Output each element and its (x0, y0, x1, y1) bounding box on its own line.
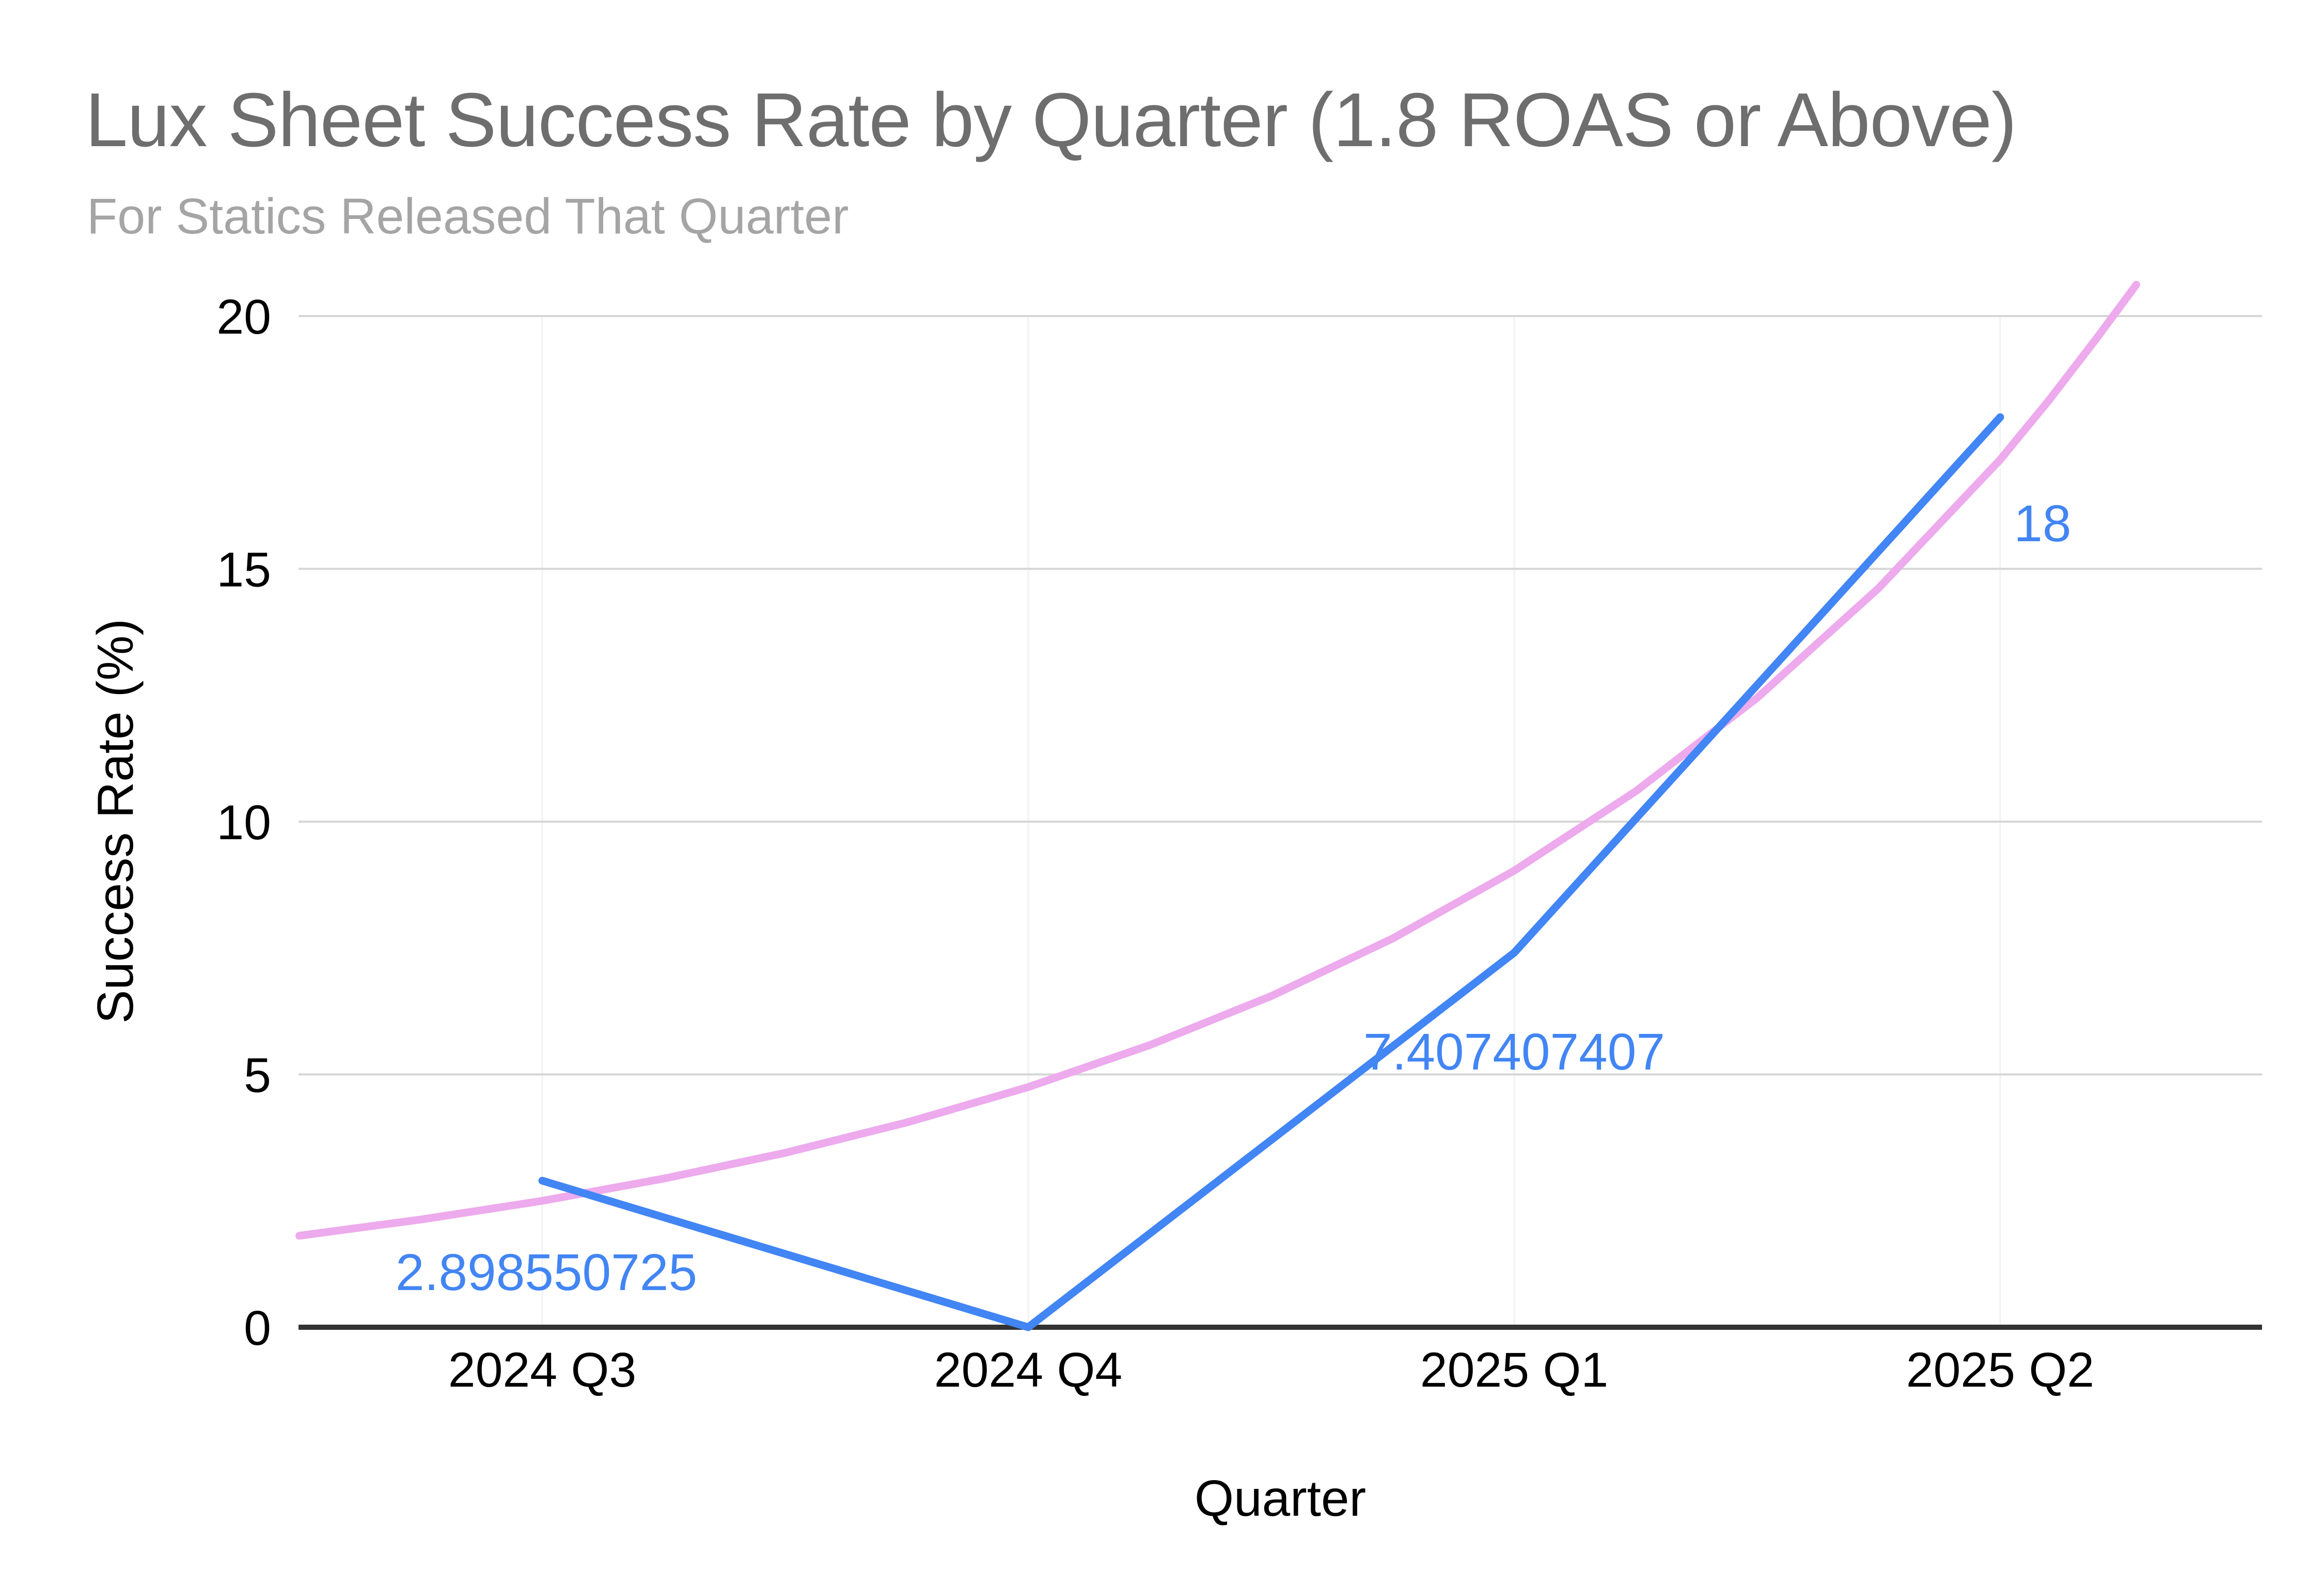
y-tick-label: 10 (216, 795, 271, 850)
trendline-series (295, 280, 2140, 1240)
success-rate-series (538, 413, 2004, 1331)
series-data-labels: 2.898550725 7.407407407 18 (396, 495, 2071, 1301)
y-axis-tick-labels: 0 5 10 15 20 (216, 290, 271, 1356)
x-tick-label: 2024 Q3 (448, 1343, 636, 1397)
y-tick-label: 20 (216, 290, 271, 344)
data-point-label: 18 (2014, 495, 2071, 553)
chart-title: Lux Sheet Success Rate by Quarter (1.8 R… (85, 77, 2016, 163)
y-tick-label: 15 (216, 543, 271, 598)
data-point-label: 2.898550725 (396, 1244, 697, 1301)
x-axis-title: Quarter (1195, 1470, 1366, 1527)
x-tick-label: 2025 Q2 (1906, 1343, 2094, 1397)
data-point-label: 7.407407407 (1363, 1023, 1665, 1081)
y-axis-title: Success Rate (%) (87, 619, 144, 1024)
horizontal-gridlines (299, 315, 2262, 1330)
y-tick-label: 0 (244, 1301, 271, 1356)
x-tick-label: 2024 Q4 (934, 1343, 1122, 1397)
y-tick-label: 5 (244, 1048, 271, 1103)
chart-subtitle: For Statics Released That Quarter (87, 188, 849, 244)
x-axis-tick-labels: 2024 Q3 2024 Q4 2025 Q1 2025 Q2 (448, 1343, 2094, 1397)
x-tick-label: 2025 Q1 (1420, 1343, 1608, 1397)
